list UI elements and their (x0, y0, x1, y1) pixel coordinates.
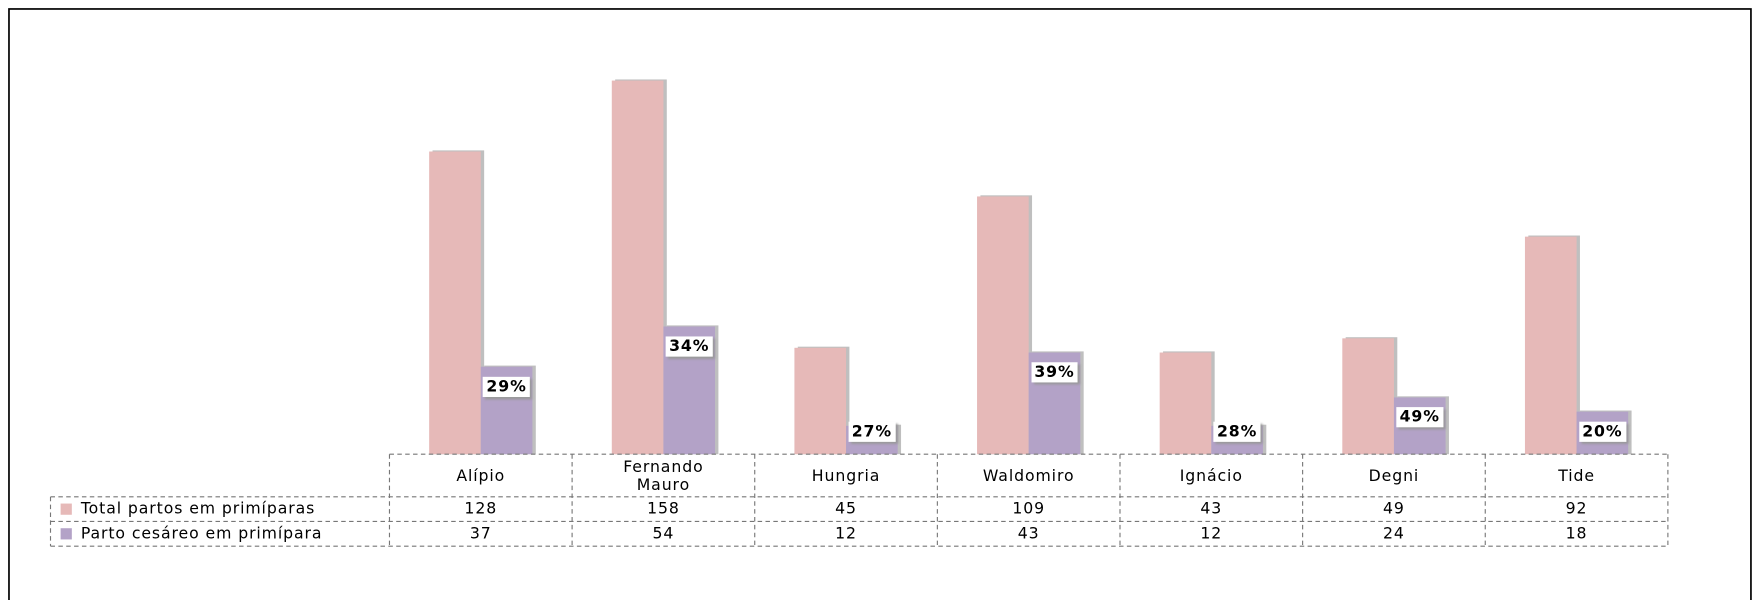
category-label: Alípio (456, 467, 506, 486)
category-label: Waldomiro (982, 467, 1075, 486)
legend-swatch (60, 503, 72, 515)
bar (977, 196, 1029, 455)
table-value: 12 (1200, 524, 1223, 543)
table-value: 49 (1383, 500, 1405, 519)
category-label: Tide (1558, 467, 1595, 486)
table-value: 54 (652, 524, 675, 543)
table-value: 109 (1012, 500, 1046, 519)
table-value: 18 (1565, 524, 1588, 543)
table-value: 45 (835, 500, 857, 519)
bar (611, 80, 664, 455)
chart-border (8, 8, 1752, 600)
category-label: Degni (1368, 467, 1420, 486)
data-label: 49% (1396, 407, 1444, 428)
table-value: 43 (1017, 524, 1040, 543)
bar (429, 151, 481, 455)
table-value: 128 (464, 500, 498, 519)
table-value: 37 (469, 524, 492, 543)
data-label: 29% (483, 376, 531, 397)
data-label: 20% (1578, 421, 1626, 442)
data-label: 39% (1030, 362, 1079, 383)
bar (1159, 352, 1212, 455)
bar (794, 347, 847, 455)
table-value: 92 (1565, 500, 1588, 519)
legend-swatch (60, 528, 72, 540)
data-label: 34% (665, 336, 713, 357)
category-label: Fernando Mauro (623, 458, 704, 495)
bar (1524, 236, 1577, 455)
bar (1342, 338, 1394, 455)
table-value: 43 (1200, 500, 1223, 519)
category-label: Ignácio (1179, 467, 1243, 486)
table-value: 12 (835, 524, 857, 543)
table-value: 158 (647, 500, 680, 519)
legend-label: Total partos em primíparas (80, 500, 316, 519)
category-label: Hungria (811, 467, 881, 486)
data-label: 27% (848, 421, 896, 442)
legend-label: Parto cesáreo em primípara (80, 524, 323, 543)
table-value: 24 (1383, 524, 1405, 543)
data-label: 28% (1213, 421, 1261, 442)
